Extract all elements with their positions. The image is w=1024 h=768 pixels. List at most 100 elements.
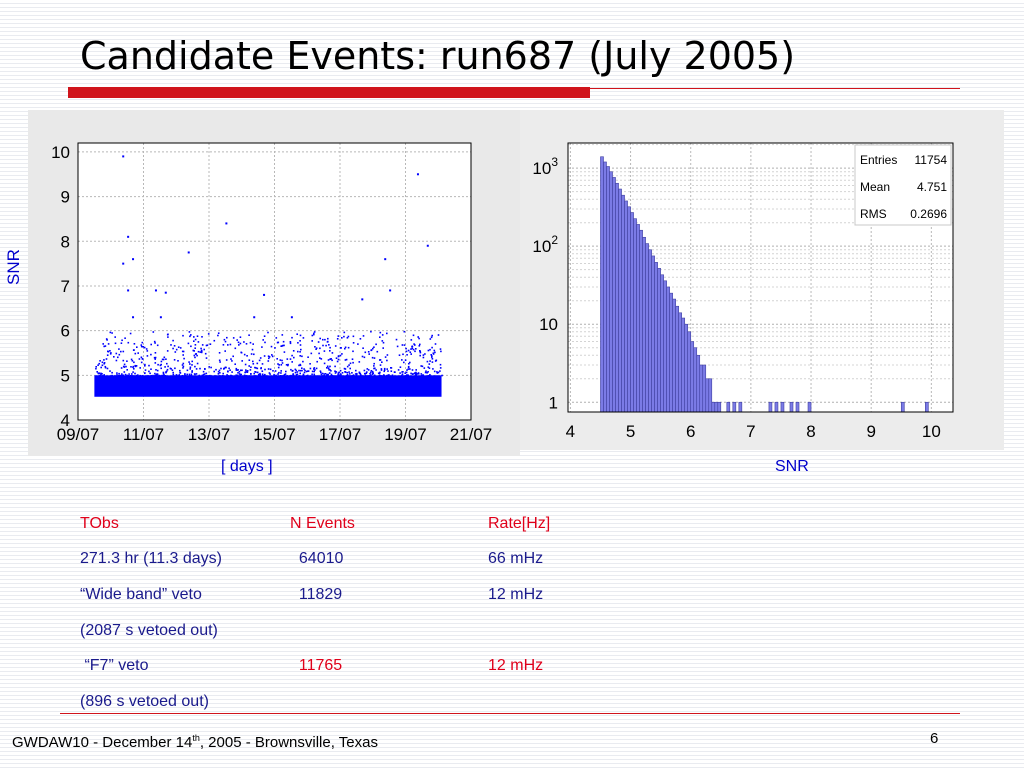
scatter-point: [379, 375, 382, 377]
scatter-point: [357, 343, 359, 345]
scatter-point: [359, 372, 362, 375]
scatter-point: [219, 361, 221, 363]
scatter-point: [150, 368, 152, 370]
scatter-point: [182, 365, 185, 368]
scatter-point: [364, 351, 367, 354]
scatter-point: [281, 362, 284, 364]
scatter-point: [413, 343, 415, 345]
scatter-point: [120, 342, 123, 344]
scatter-point: [359, 338, 362, 340]
scatter-point: [220, 367, 222, 370]
scatter-point: [285, 370, 287, 373]
scatter-point: [314, 346, 316, 348]
scatter-point: [323, 362, 326, 365]
table-cell-c1: “F7” veto: [80, 657, 149, 675]
histogram-bar: [618, 188, 622, 413]
scatter-point: [409, 361, 411, 364]
scatter-point: [334, 372, 337, 374]
scatter-point: [299, 355, 301, 357]
histogram-x-tick-label: 4: [566, 422, 575, 441]
scatter-point: [166, 350, 169, 352]
scatter-point: [379, 336, 381, 338]
scatter-point: [217, 334, 219, 337]
scatter-point: [130, 358, 133, 361]
scatter-point: [351, 372, 353, 374]
scatter-point: [290, 368, 292, 371]
scatter-point: [319, 337, 321, 340]
scatter-point: [243, 353, 246, 356]
scatter-point: [327, 359, 330, 361]
scatter-point: [403, 361, 405, 364]
scatter-point: [245, 369, 247, 371]
scatter-point: [352, 375, 354, 377]
scatter-point: [299, 334, 302, 337]
scatter-point: [271, 354, 273, 356]
scatter-point: [167, 365, 169, 368]
scatter-point: [132, 349, 135, 351]
scatter-point: [154, 352, 157, 354]
scatter-point: [231, 375, 233, 377]
scatter-point: [153, 340, 156, 343]
scatter-point: [280, 364, 283, 366]
scatter-point: [299, 372, 301, 375]
scatter-point: [191, 371, 193, 373]
scatter-point: [146, 350, 149, 352]
scatter-point: [313, 332, 315, 335]
scatter-point: [252, 363, 255, 365]
scatter-point: [416, 173, 419, 176]
scatter-point: [327, 373, 329, 376]
histogram-bar: [693, 347, 698, 413]
scatter-point: [373, 365, 375, 367]
scatter-point: [229, 343, 232, 346]
scatter-point: [289, 342, 292, 345]
scatter-point: [430, 336, 433, 339]
scatter-y-tick-label: 5: [61, 366, 70, 385]
scatter-point: [370, 371, 372, 374]
scatter-point: [313, 370, 315, 373]
slide-title: Candidate Events: run687 (July 2005): [80, 34, 796, 78]
scatter-point: [99, 374, 101, 377]
scatter-point: [256, 371, 259, 374]
scatter-point: [197, 350, 200, 353]
scatter-point: [389, 375, 391, 377]
scatter-point: [95, 366, 97, 368]
scatter-point: [235, 369, 238, 371]
scatter-point: [288, 375, 291, 377]
scatter-point: [180, 375, 183, 377]
stats-box: Entries 11754 Mean 4.751 RMS 0.2696: [854, 144, 952, 226]
scatter-point: [213, 339, 216, 342]
scatter-point: [284, 373, 287, 375]
scatter-point: [337, 358, 340, 361]
scatter-point: [431, 356, 433, 358]
scatter-point: [131, 375, 134, 377]
stats-value: 4.751: [917, 180, 947, 194]
scatter-point: [407, 374, 409, 376]
scatter-point: [219, 375, 221, 377]
scatter-point: [294, 368, 297, 371]
scatter-x-tick-label: 13/07: [188, 425, 231, 444]
scatter-point: [182, 354, 184, 356]
scatter-point: [142, 346, 145, 348]
scatter-y-tick-label: 6: [61, 322, 70, 341]
table-row: (2087 s vetoed out): [74, 613, 550, 649]
scatter-point: [118, 353, 121, 356]
scatter-point: [287, 363, 289, 366]
scatter-point: [329, 358, 331, 360]
scatter-point: [379, 359, 382, 361]
scatter-point: [293, 356, 295, 359]
scatter-point: [349, 375, 351, 377]
scatter-point: [327, 337, 329, 340]
snr-vs-time-svg: 09/07 11/07 13/07 15/07 17/07 19/07 21/07 4 5 6 7 8…: [51, 142, 492, 444]
scatter-point: [192, 349, 195, 352]
scatter-point: [201, 336, 203, 338]
scatter-point: [269, 368, 272, 371]
scatter-point: [111, 374, 113, 377]
scatter-point: [268, 356, 271, 358]
table-cell-c2: [290, 613, 488, 649]
scatter-point: [107, 350, 109, 353]
scatter-point: [286, 358, 289, 360]
scatter-point: [134, 364, 136, 367]
scatter-point: [285, 364, 288, 366]
scatter-point: [370, 330, 372, 333]
scatter-point: [257, 375, 259, 377]
